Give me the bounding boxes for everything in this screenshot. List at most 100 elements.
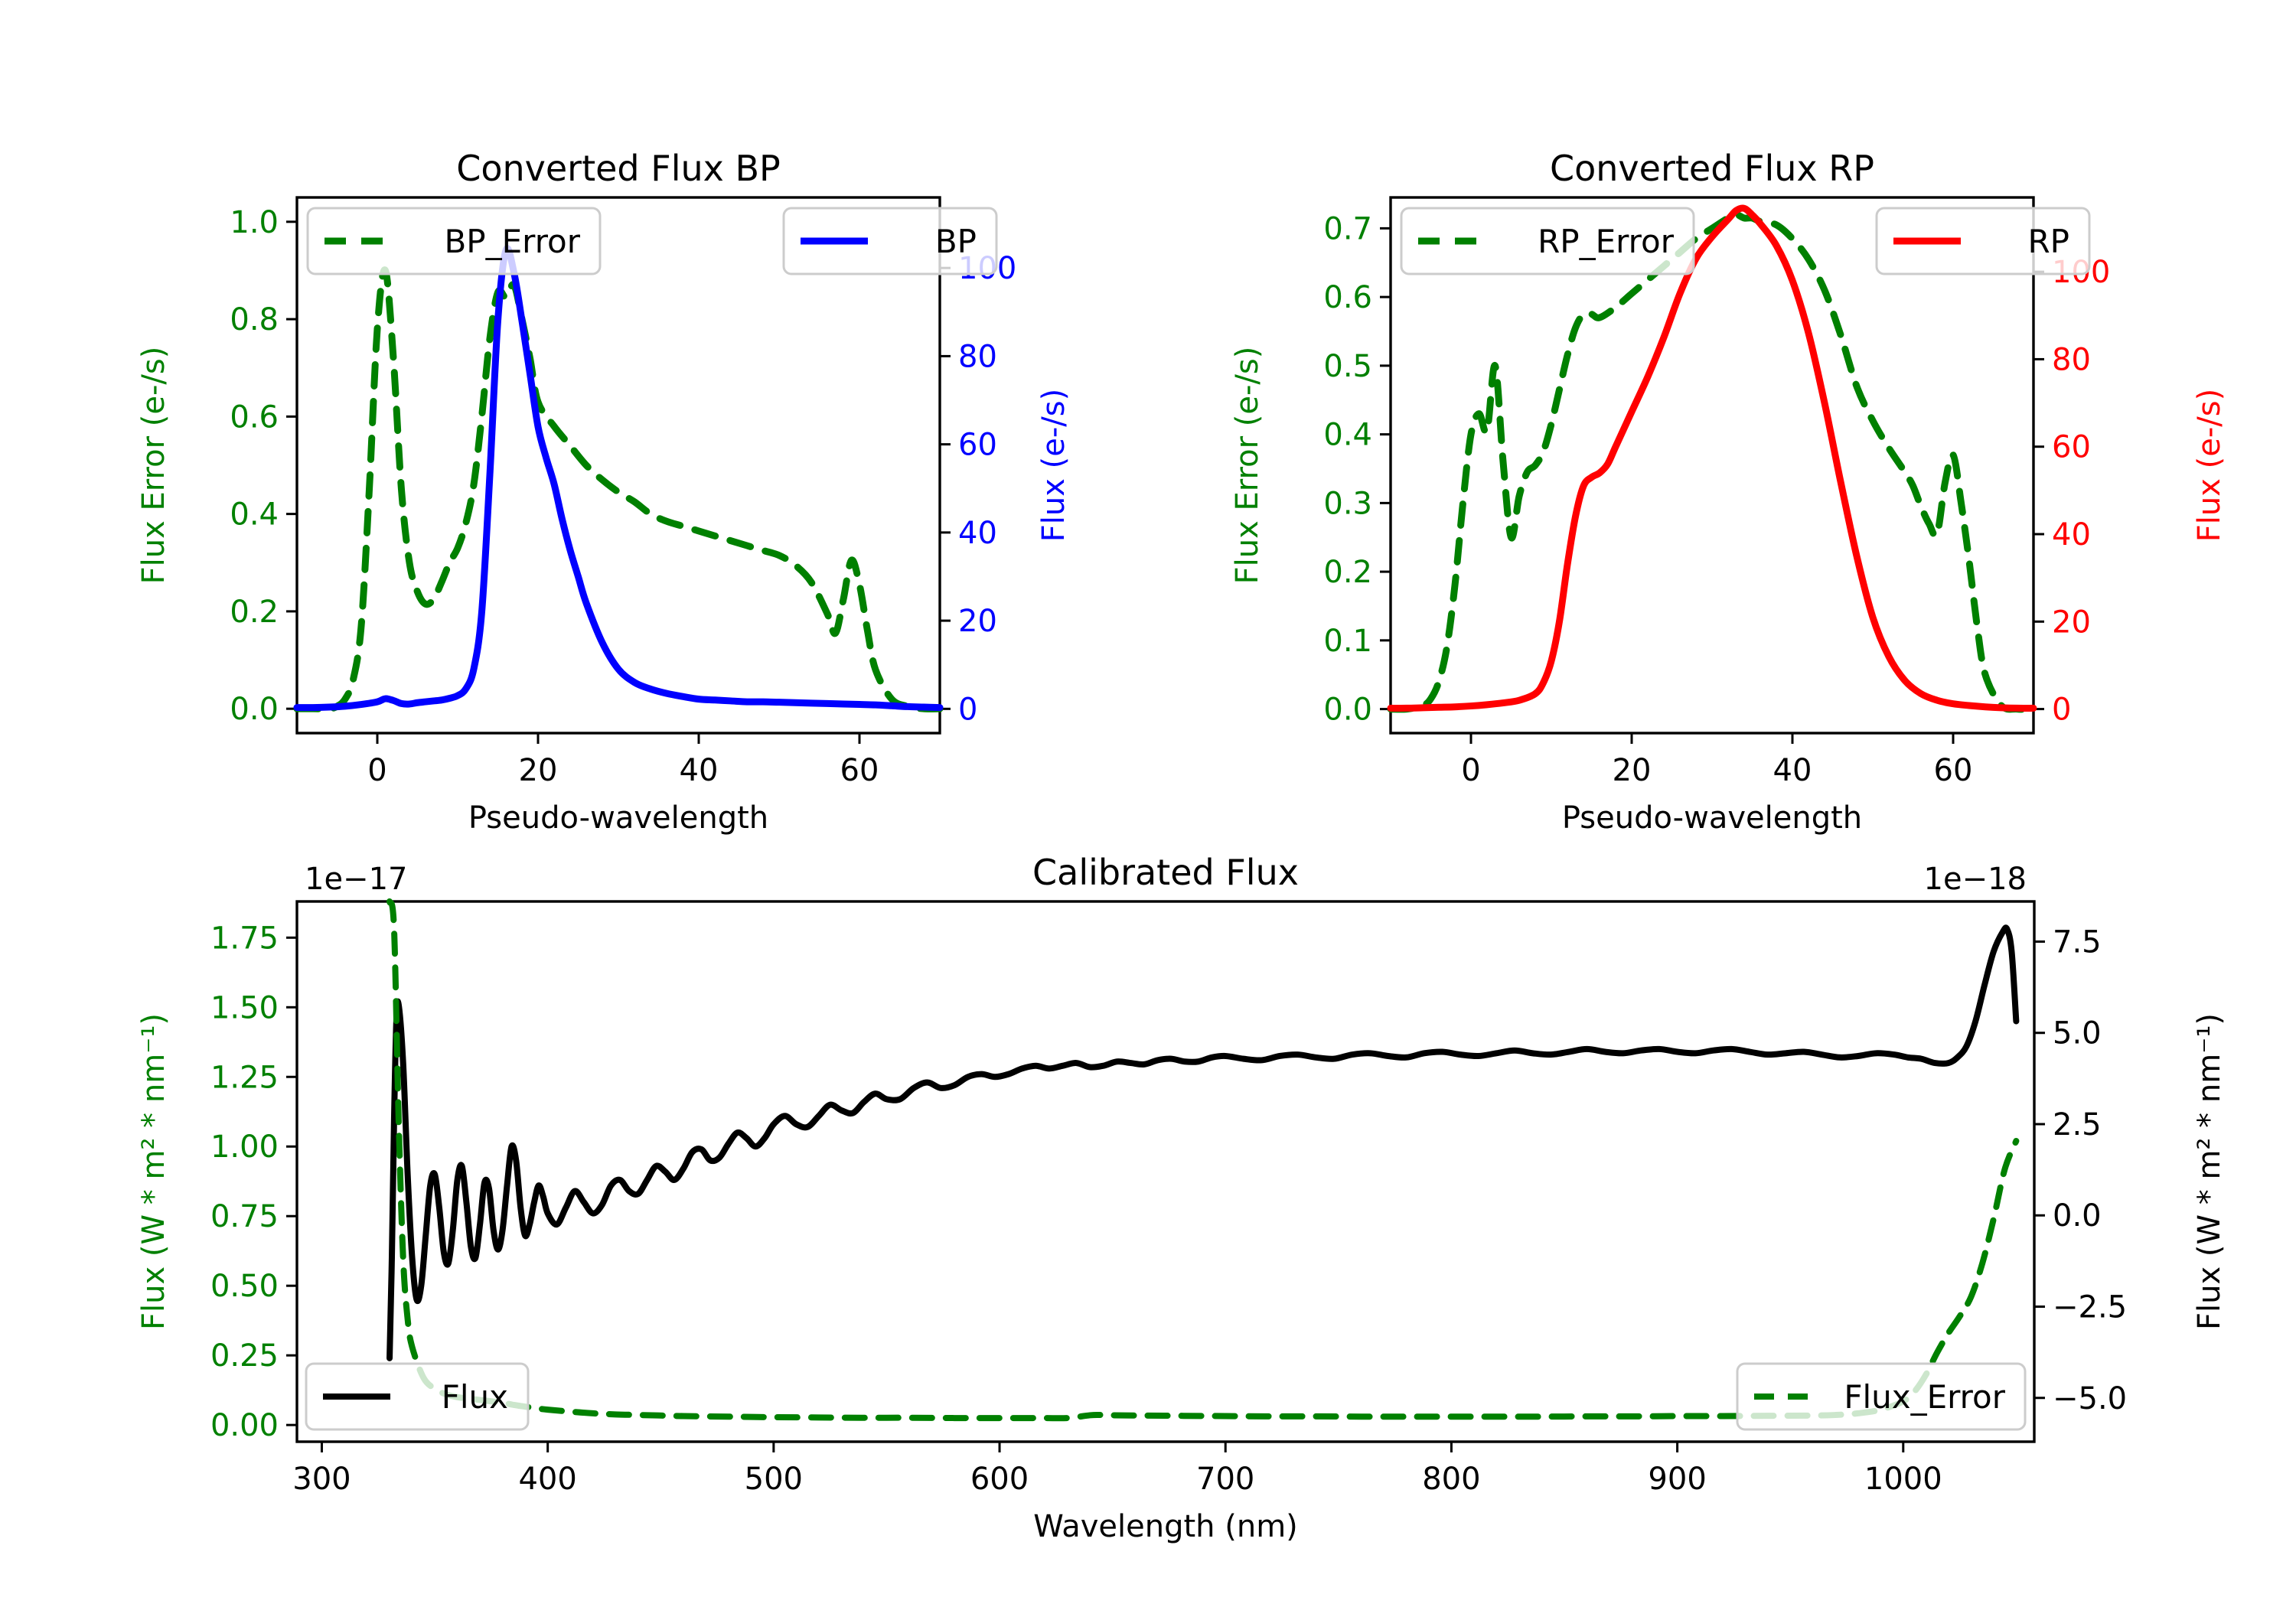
y-tick-left-label: 0.3 (1323, 486, 1372, 521)
y-tick-right-label: 2.5 (2053, 1107, 2102, 1143)
y-tick-left-label: 0.4 (230, 497, 279, 533)
legend-flux[interactable]: Flux (305, 1362, 530, 1431)
series-bp (293, 245, 944, 712)
y-tick-right-label: 5.0 (2053, 1016, 2102, 1051)
y-tick-right-label: 20 (958, 604, 997, 639)
legend-flux-error[interactable]: Flux_Error (1736, 1362, 2027, 1431)
y-tick-left-label: 0.00 (210, 1408, 279, 1443)
x-tick-label: 40 (680, 753, 719, 788)
y-tick-left-label: 0.6 (1323, 280, 1372, 315)
y-tick-left-label: 0.50 (210, 1269, 279, 1304)
y-tick-right-label: −2.5 (2053, 1290, 2127, 1325)
panel-rp-title: Converted Flux RP (1550, 148, 1874, 189)
legend-bp-label: BP (935, 223, 977, 260)
y-tick-left-label: 1.00 (210, 1129, 279, 1165)
legend-rp-error-box[interactable] (1400, 207, 1695, 275)
x-tick-label: 20 (519, 753, 558, 788)
legend-bp-error-label: BP_Error (444, 223, 580, 260)
panel-calibrated-offset-right: 1e−18 (1924, 862, 2027, 897)
legend-flux-error-label: Flux_Error (1844, 1378, 2005, 1416)
panel-bp-frame (295, 196, 941, 735)
y-tick-left-label: 1.50 (210, 990, 279, 1025)
y-tick-right-label: 40 (2052, 517, 2091, 553)
y-tick-left-label: 0.1 (1323, 624, 1372, 659)
series-rp_error (1387, 210, 2037, 713)
panel-calibrated-xlabel: Wavelength (nm) (1033, 1509, 1298, 1544)
y-tick-left-label: 0.25 (210, 1338, 279, 1374)
x-tick-label: 0 (1461, 753, 1480, 788)
legend-bp-error[interactable]: BP_Error (306, 207, 602, 275)
series-rp (1387, 204, 2037, 712)
y-tick-left-label: 0.75 (210, 1199, 279, 1234)
panel-bp-title: Converted Flux BP (456, 148, 781, 189)
legend-flux-box[interactable] (305, 1362, 530, 1431)
x-tick-label: 400 (518, 1462, 576, 1497)
y-tick-left-label: 0.2 (230, 595, 279, 630)
y-tick-right-label: 0 (958, 692, 977, 727)
y-tick-left-label: 1.25 (210, 1060, 279, 1095)
panel-rp-ylabel-right: Flux (e-/s) (2192, 389, 2227, 542)
panel-calibrated: 300 400 500 600 700 800 900 1000 Wavelength (nm)… (136, 852, 2227, 1544)
y-tick-left-label: 0.2 (1323, 555, 1372, 590)
x-tick-label: 20 (1613, 753, 1652, 788)
legend-bp-error-box[interactable] (306, 207, 602, 275)
series-bp_error (293, 266, 944, 712)
legend-rp-error-label: RP_Error (1538, 223, 1675, 260)
y-tick-right-label: 80 (958, 339, 997, 374)
y-tick-left-label: 1.75 (210, 921, 279, 956)
y-tick-right-label: 40 (958, 516, 997, 551)
x-tick-label: 800 (1422, 1462, 1480, 1497)
y-tick-left-label: 1.0 (230, 205, 279, 240)
x-tick-label: 60 (1934, 753, 1973, 788)
panel-calibrated-ylabel-right: Flux (W * m² * nm⁻¹) (2192, 1013, 2227, 1330)
x-tick-label: 60 (840, 753, 879, 788)
y-tick-left-label: 0.4 (1323, 418, 1372, 453)
legend-flux-label: Flux (442, 1378, 508, 1416)
y-tick-right-label: 20 (2052, 605, 2091, 640)
y-tick-right-label: 7.5 (2053, 924, 2102, 960)
legend-rp-label: RP (2027, 223, 2069, 260)
y-tick-left-label: 0.7 (1323, 211, 1372, 246)
y-tick-right-label: 80 (2052, 342, 2091, 377)
panel-rp: 0 20 40 60 Pseudo-wavelength 0.0 0.1 0.2 0.3 0.4 0… (1230, 148, 2227, 836)
x-tick-label: 0 (367, 753, 386, 788)
x-tick-label: 500 (745, 1462, 803, 1497)
x-tick-label: 300 (292, 1462, 351, 1497)
y-tick-left-label: 0.5 (1323, 349, 1372, 384)
x-tick-label: 40 (1773, 753, 1812, 788)
y-tick-left-label: 0.6 (230, 399, 279, 435)
legend-rp-error[interactable]: RP_Error (1400, 207, 1695, 275)
x-tick-label: 1000 (1864, 1462, 1942, 1497)
x-tick-label: 900 (1648, 1462, 1706, 1497)
y-tick-right-label: 0 (2052, 693, 2071, 728)
legend-bp[interactable]: BP (782, 207, 998, 275)
legend-rp-box[interactable] (1875, 207, 2091, 275)
y-tick-right-label: −5.0 (2053, 1381, 2127, 1416)
x-tick-label: 600 (970, 1462, 1029, 1497)
y-tick-left-label: 0.8 (230, 302, 279, 337)
panel-calibrated-ylabel-left: Flux (W * m² * nm⁻¹) (136, 1013, 171, 1330)
legend-bp-box[interactable] (782, 207, 998, 275)
series-flux (386, 924, 2020, 1361)
panel-rp-frame (1389, 196, 2035, 735)
y-tick-left-label: 0.0 (230, 692, 279, 727)
panel-bp-ylabel-left: Flux Error (e-/s) (136, 347, 171, 585)
y-tick-right-label: 0.0 (2053, 1198, 2102, 1234)
y-tick-right-label: 60 (958, 428, 997, 463)
panel-bp: 0 20 40 60 Pseudo-wavelength 0.0 0.2 0.4 0.6 0.8 1… (136, 148, 1071, 836)
panel-rp-xlabel: Pseudo-wavelength (1562, 800, 1862, 836)
series-flux_error (386, 898, 2020, 1422)
legend-flux-error-box[interactable] (1736, 1362, 2027, 1431)
y-tick-left-label: 0.0 (1323, 693, 1372, 728)
panel-calibrated-offset-left: 1e−17 (305, 862, 407, 897)
y-tick-right-label: 60 (2052, 430, 2091, 465)
legend-rp[interactable]: RP (1875, 207, 2091, 275)
panel-bp-ylabel-right: Flux (e-/s) (1036, 389, 1071, 542)
x-tick-label: 700 (1196, 1462, 1254, 1497)
panel-rp-ylabel-left: Flux Error (e-/s) (1230, 347, 1265, 585)
panel-bp-xlabel: Pseudo-wavelength (468, 800, 768, 836)
panel-calibrated-frame (295, 900, 2036, 1443)
panel-calibrated-title: Calibrated Flux (1032, 852, 1299, 893)
